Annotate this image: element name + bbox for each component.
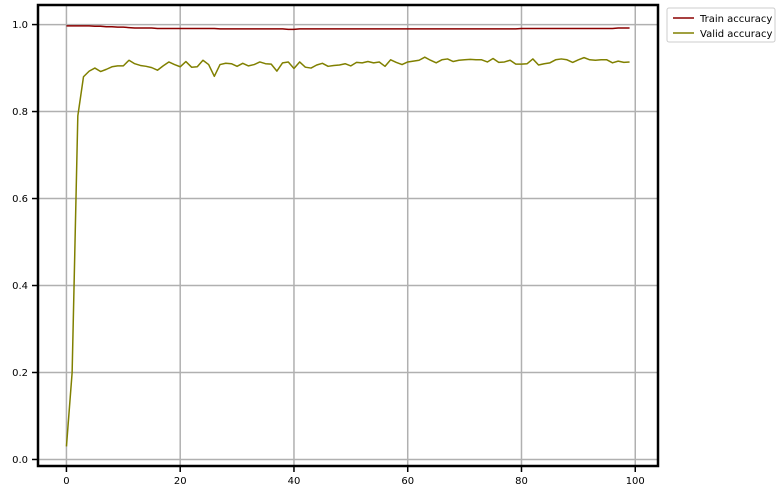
plot-frame <box>36 3 660 468</box>
series-lines <box>65 25 630 447</box>
grid-lines <box>38 5 658 466</box>
x-tick-label: 60 <box>401 476 414 487</box>
axis-ticks: 0 20 40 60 80 100 0.0 0.2 0.4 0.6 0.8 1.0 <box>12 20 645 487</box>
series-line-valid-accuracy <box>65 56 630 447</box>
series-line-train-accuracy <box>66 25 630 31</box>
y-tick-label: 0.6 <box>12 194 28 205</box>
x-tick-label: 40 <box>288 476 301 487</box>
y-tick-label: 0.4 <box>12 281 28 292</box>
x-tick-label: 80 <box>515 476 528 487</box>
legend-label-valid: Valid accuracy <box>700 29 772 40</box>
y-tick-label: 0.2 <box>12 368 28 379</box>
x-tick-label: 0 <box>63 476 69 487</box>
legend-label-train: Train accuracy <box>699 14 772 25</box>
x-tick-label: 20 <box>174 476 187 487</box>
y-tick-label: 0.0 <box>12 455 28 466</box>
y-tick-label: 0.8 <box>12 107 28 118</box>
y-tick-label: 1.0 <box>12 20 28 31</box>
x-tick-label: 100 <box>626 476 645 487</box>
legend: Train accuracy Valid accuracy <box>666 7 776 43</box>
